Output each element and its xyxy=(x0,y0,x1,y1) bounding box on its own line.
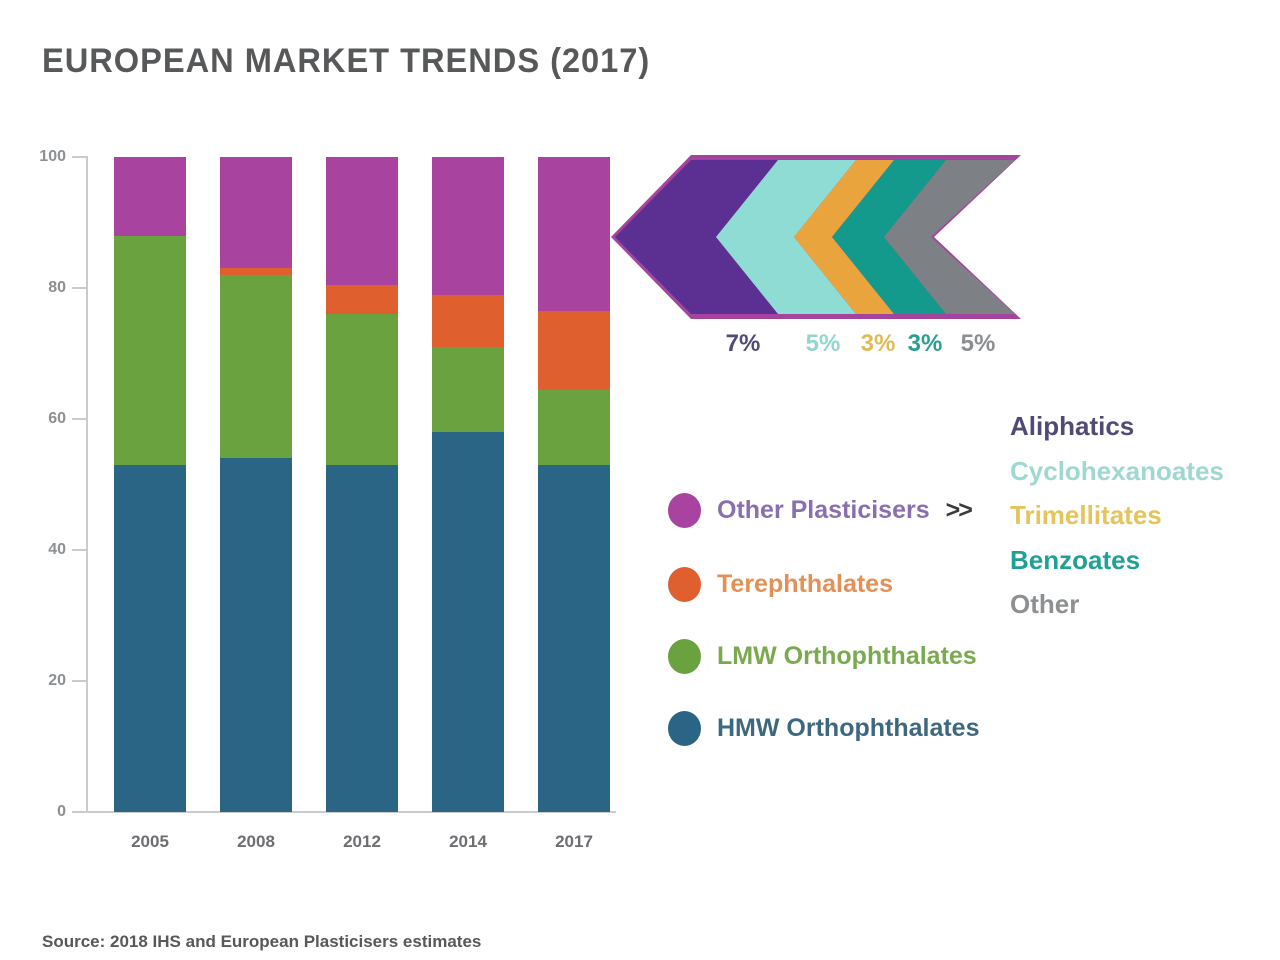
y-axis-tick-label: 20 xyxy=(48,672,66,689)
x-axis-category-label: 2005 xyxy=(131,832,169,851)
bar-segment-other-plasticisers xyxy=(538,157,610,311)
bar-segment-lmw-orthophthalates xyxy=(220,274,292,459)
y-axis-tick xyxy=(72,549,88,551)
bar-segment-hmw-orthophthalates xyxy=(326,464,398,812)
bar-segment-hmw-orthophthalates xyxy=(538,464,610,812)
bar-segment-terephthalates xyxy=(538,310,610,390)
legend-label: Other Plasticisers xyxy=(717,495,930,524)
legend-color-dot xyxy=(668,492,701,528)
chevron-other xyxy=(884,160,1015,314)
chevron-trimellitates xyxy=(794,160,894,314)
bar-segment-lmw-orthophthalates xyxy=(432,346,504,433)
x-axis-category-label: 2014 xyxy=(449,832,487,851)
legend-label: HMW Orthophthalates xyxy=(717,713,980,742)
bar-segment-lmw-orthophthalates xyxy=(538,389,610,465)
bar-segment-hmw-orthophthalates xyxy=(432,432,504,812)
bar-segment-other-plasticisers xyxy=(114,157,186,236)
y-axis-tick xyxy=(72,287,88,289)
source-note: Source: 2018 IHS and European Plasticise… xyxy=(42,932,482,951)
x-axis-line xyxy=(86,811,616,813)
legend-row: LMW Orthophthalates xyxy=(668,638,977,674)
breakdown-item-label: Aliphatics xyxy=(1010,411,1135,441)
bar-segment-terephthalates xyxy=(326,284,398,315)
breakdown-item-label: Cyclohexanoates xyxy=(1010,455,1224,486)
x-axis-category-label: 2008 xyxy=(237,832,275,851)
y-axis-tick xyxy=(72,418,88,420)
y-axis-tick-label: 40 xyxy=(48,541,66,558)
y-axis-tick-label: 80 xyxy=(48,279,66,296)
breakdown-percent-label: 5% xyxy=(960,330,996,357)
legend-label: Terephthalates xyxy=(717,569,893,598)
bar-segment-lmw-orthophthalates xyxy=(114,235,186,465)
legend-row: Other Plasticisers >> xyxy=(668,492,973,528)
y-axis-tick-label: 60 xyxy=(48,410,66,427)
y-axis-tick xyxy=(72,811,88,813)
bar-segment-other-plasticisers xyxy=(220,157,292,269)
bar-segment-lmw-orthophthalates xyxy=(326,314,398,465)
breakdown-percent-label: 3% xyxy=(860,330,896,357)
breakdown-percent-label: 5% xyxy=(805,330,841,357)
legend-color-dot xyxy=(668,710,701,746)
chevron-benzoates xyxy=(832,160,946,314)
y-axis-tick xyxy=(72,156,88,158)
bar-segment-terephthalates xyxy=(432,294,504,347)
legend-color-dot xyxy=(668,566,701,602)
breakdown-arrow-graphic xyxy=(611,155,1021,319)
chevron-aliphatics xyxy=(615,160,778,314)
breakdown-item-label: Other xyxy=(1010,589,1080,619)
y-axis-line xyxy=(86,157,88,812)
legend-row: Terephthalates xyxy=(668,566,893,602)
legend-row: HMW Orthophthalates xyxy=(668,710,980,746)
double-chevron-icon: >> xyxy=(945,495,973,524)
bar-segment-hmw-orthophthalates xyxy=(114,464,186,812)
breakdown-percent-label: 3% xyxy=(907,330,943,357)
breakdown-percent-label: 7% xyxy=(725,330,761,357)
y-axis-tick-label: 0 xyxy=(57,803,66,820)
breakdown-item-label: Benzoates xyxy=(1010,544,1141,575)
bar-segment-other-plasticisers xyxy=(326,157,398,285)
chevron-cyclohexanoates xyxy=(716,160,856,314)
legend-label: LMW Orthophthalates xyxy=(717,641,977,670)
bar-segment-hmw-orthophthalates xyxy=(220,458,292,812)
legend-color-dot xyxy=(668,638,701,674)
y-axis-tick xyxy=(72,680,88,682)
y-axis-tick-label: 100 xyxy=(39,148,66,165)
breakdown-item-label: Trimellitates xyxy=(1010,500,1162,530)
bar-segment-terephthalates xyxy=(220,268,292,275)
x-axis-category-label: 2017 xyxy=(555,832,593,851)
x-axis-category-label: 2012 xyxy=(343,832,381,851)
page-title: EUROPEAN MARKET TRENDS (2017) xyxy=(42,42,651,80)
bar-segment-other-plasticisers xyxy=(432,157,504,295)
